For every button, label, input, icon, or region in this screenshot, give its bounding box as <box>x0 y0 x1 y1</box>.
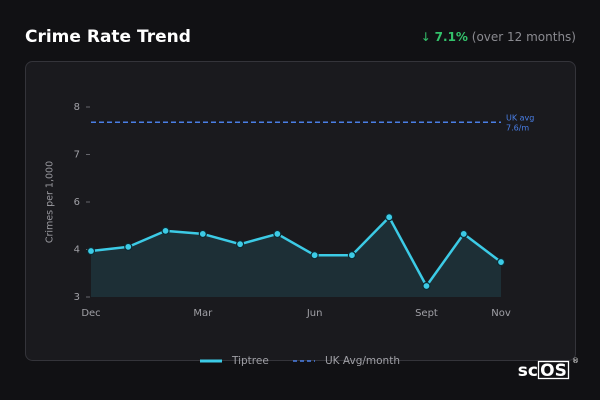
point <box>86 246 96 256</box>
brand-mark: ® <box>572 357 579 365</box>
y-tick-label: 3 <box>74 292 80 303</box>
change-value: 7.1% <box>435 30 468 44</box>
brand-boxed: OS <box>540 361 567 381</box>
point <box>198 229 207 239</box>
point <box>385 213 394 222</box>
y-tick-label: 7 <box>74 150 80 161</box>
title: Crime Rate Trend <box>25 27 191 47</box>
legend-label: UK Avg/month <box>325 355 400 367</box>
change-arrow: ↓ <box>421 30 431 44</box>
change-summary: ↓ 7.1% (over 12 months) <box>421 30 576 44</box>
x-tick-label: Sept <box>415 308 438 319</box>
reference-annotation: 7.6/m <box>506 124 529 133</box>
point <box>161 226 170 235</box>
brand-box <box>537 360 570 380</box>
point <box>124 242 133 251</box>
point <box>273 229 282 239</box>
y-tick-label: 8 <box>74 102 80 113</box>
point <box>459 229 468 239</box>
x-tick-label: Jun <box>306 308 323 319</box>
reference-annotation: UK avg <box>506 114 534 123</box>
x-tick-label: Nov <box>491 308 511 319</box>
legend-label: Tiptree <box>231 355 269 367</box>
brand-prefix: sc <box>518 361 538 381</box>
point <box>496 257 506 267</box>
area <box>91 217 501 297</box>
y-tick-label: 6 <box>74 197 80 208</box>
point <box>235 240 245 249</box>
y-tick-label: 4 <box>74 245 80 256</box>
line <box>90 215 502 288</box>
point <box>422 281 431 291</box>
x-tick-label: Dec <box>81 308 100 319</box>
change-note: (over 12 months) <box>472 30 576 44</box>
x-tick-label: Mar <box>193 308 213 319</box>
point <box>347 251 357 260</box>
point <box>310 251 319 260</box>
y-axis-title: Crimes per 1,000 <box>45 161 56 243</box>
